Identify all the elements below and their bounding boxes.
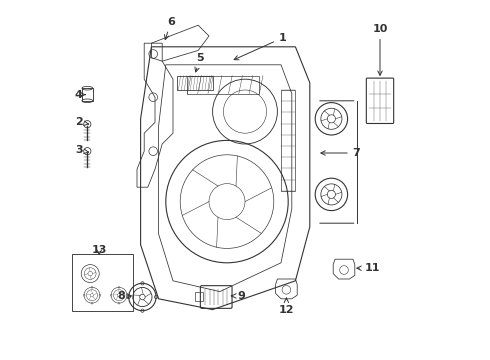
Text: 8: 8 — [117, 291, 131, 301]
Text: 7: 7 — [321, 148, 361, 158]
Text: 4: 4 — [75, 90, 85, 100]
Text: 13: 13 — [92, 245, 107, 255]
Bar — [187, 76, 259, 94]
Bar — [72, 254, 133, 311]
Text: 12: 12 — [279, 298, 294, 315]
Text: 9: 9 — [231, 291, 245, 301]
Bar — [281, 90, 295, 191]
Bar — [176, 76, 213, 90]
Text: 1: 1 — [234, 33, 287, 60]
Text: 2: 2 — [75, 117, 89, 127]
Text: 10: 10 — [372, 24, 388, 75]
Bar — [195, 292, 202, 301]
Text: 3: 3 — [75, 145, 89, 156]
Text: 6: 6 — [165, 17, 175, 40]
Text: 11: 11 — [357, 263, 381, 273]
Text: 5: 5 — [195, 53, 204, 72]
Bar — [82, 88, 93, 101]
